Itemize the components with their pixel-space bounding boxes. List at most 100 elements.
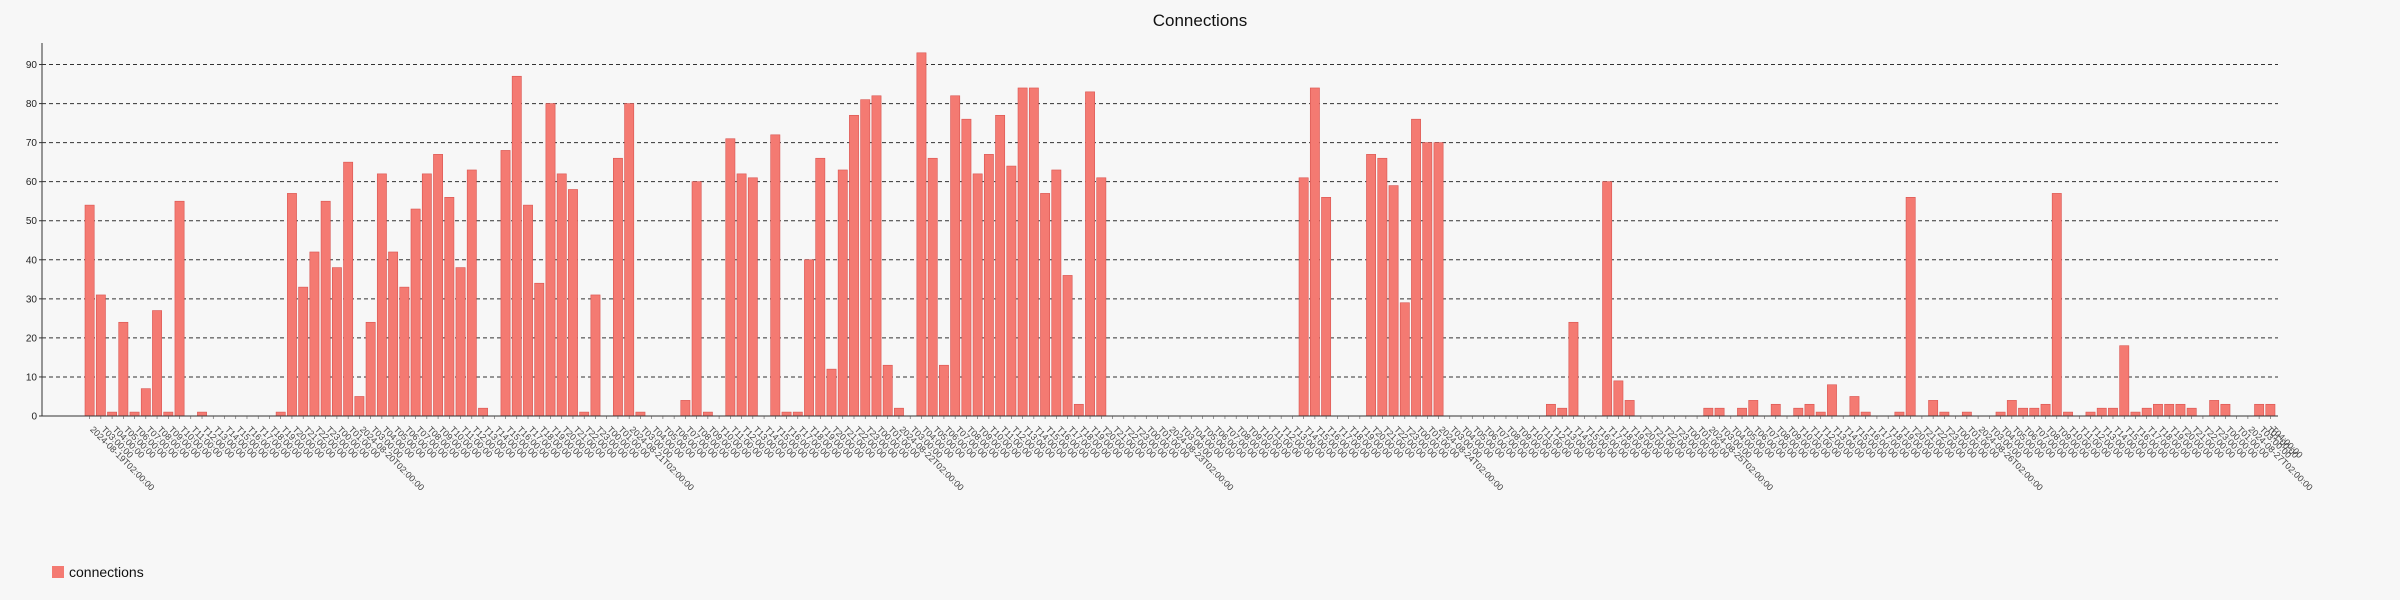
bar (770, 134, 781, 417)
bar (1006, 165, 1017, 417)
bar (298, 286, 309, 417)
y-tick-label: 60 (26, 177, 38, 188)
bar (736, 173, 747, 417)
bar (433, 154, 443, 417)
bar (163, 411, 174, 417)
bar (1028, 87, 1039, 417)
bar (995, 114, 1006, 417)
bar (983, 154, 994, 417)
bar (95, 294, 106, 417)
bar (399, 286, 410, 417)
y-tick-label: 50 (26, 216, 38, 227)
y-tick-label: 70 (26, 138, 38, 149)
bar (894, 407, 904, 417)
bar (939, 364, 949, 417)
bar (118, 321, 129, 417)
bar (1804, 403, 1815, 417)
bar (129, 411, 140, 417)
bar (2220, 403, 2231, 417)
bar (579, 411, 590, 417)
bar (107, 411, 118, 417)
bar (590, 294, 601, 417)
bar (1377, 157, 1388, 417)
y-tick-label: 0 (31, 412, 37, 423)
bar (466, 169, 477, 417)
bar (478, 407, 488, 417)
y-tick-label: 80 (26, 99, 38, 110)
bar (1939, 411, 1950, 417)
bar (287, 193, 297, 417)
bar (1062, 275, 1073, 417)
bar (2175, 403, 2186, 417)
bar (568, 189, 578, 417)
bar (444, 197, 455, 417)
bar (1568, 321, 1579, 417)
bar (950, 95, 961, 417)
bar (1309, 87, 1320, 417)
bar (916, 52, 927, 417)
bar (2186, 407, 2197, 417)
bar (2209, 400, 2220, 417)
bar (152, 310, 162, 417)
bar (927, 157, 938, 417)
bar (1321, 197, 1332, 417)
bar (702, 411, 713, 417)
bar (1051, 169, 1062, 417)
y-tick-label: 20 (26, 333, 38, 344)
bar (1433, 142, 1444, 417)
chart-title: Connections (1153, 11, 1248, 30)
bar (1624, 400, 1635, 417)
bar (1770, 403, 1781, 417)
bar (354, 396, 365, 417)
bar (140, 388, 151, 417)
bar (1546, 403, 1556, 417)
bar (1793, 407, 1804, 417)
bar (1040, 193, 1051, 417)
bar (421, 173, 432, 417)
bar (2265, 403, 2276, 417)
bar (455, 267, 466, 417)
bar (1096, 177, 1107, 417)
bar (1422, 142, 1433, 417)
legend[interactable]: connections (52, 564, 144, 580)
bar (2108, 407, 2118, 417)
bar (781, 411, 792, 417)
bar (275, 411, 286, 417)
legend-swatch (52, 566, 64, 578)
bar (1815, 411, 1826, 417)
bar (556, 173, 567, 417)
bar (2018, 407, 2028, 417)
bar (882, 364, 893, 417)
bar (961, 118, 972, 417)
bar (365, 321, 376, 417)
bar (2085, 411, 2096, 417)
bar (174, 200, 185, 417)
bar (511, 75, 522, 417)
bar (343, 161, 354, 417)
bar (2164, 403, 2175, 417)
bar (1849, 396, 1860, 417)
bar (2051, 193, 2062, 417)
bar (691, 181, 702, 417)
bar (1961, 411, 1972, 417)
bar (1748, 400, 1759, 417)
bar (837, 169, 848, 417)
bar (1073, 403, 1084, 417)
legend-label: connections (69, 564, 144, 580)
bar (388, 251, 399, 417)
bar (2029, 407, 2040, 417)
bar (624, 103, 635, 417)
bar (1366, 154, 1376, 417)
bar (725, 138, 736, 417)
bar (871, 95, 882, 417)
bar (1894, 411, 1905, 417)
bar (331, 267, 342, 417)
bar (2130, 411, 2141, 417)
bar (1737, 407, 1747, 417)
bar (500, 150, 511, 417)
bar (2096, 407, 2107, 417)
bar (197, 411, 207, 417)
bar (534, 282, 545, 417)
bar (1602, 181, 1613, 417)
bar (2254, 403, 2265, 417)
